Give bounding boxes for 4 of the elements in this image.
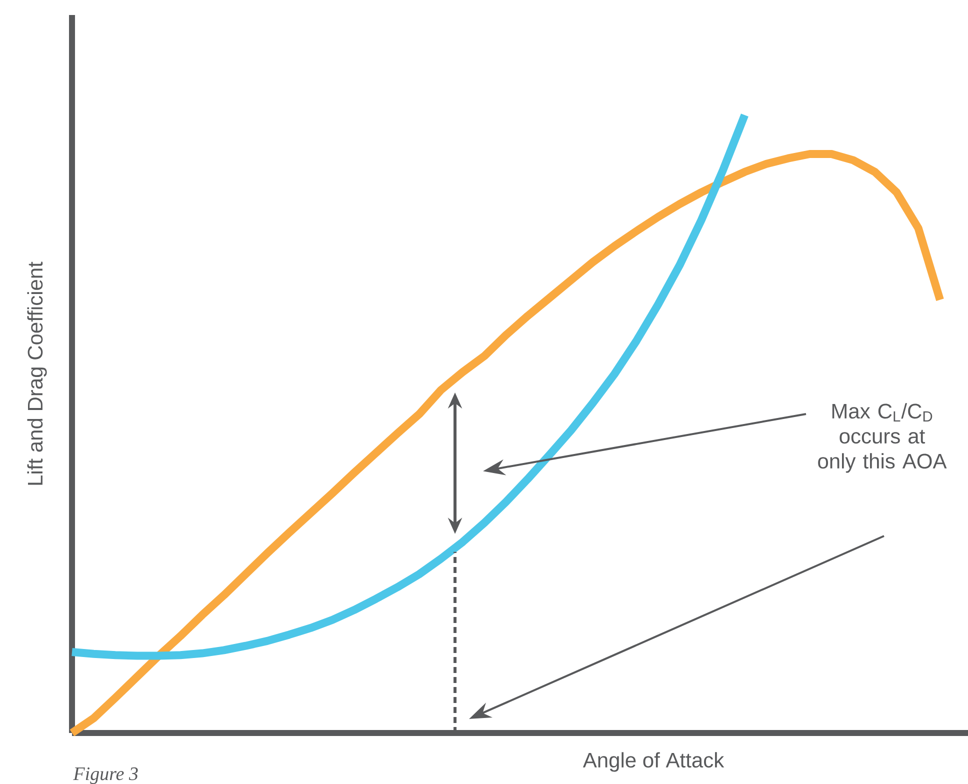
y-axis-title: Lift and Drag Coefficient	[27, 262, 47, 485]
text: Figure 3	[73, 767, 138, 784]
x-axis-title: Angle of Attack	[582, 752, 724, 772]
annotation: Max C$_{L}$/C$_{D}$ occurs at only this AOA	[818, 403, 947, 473]
